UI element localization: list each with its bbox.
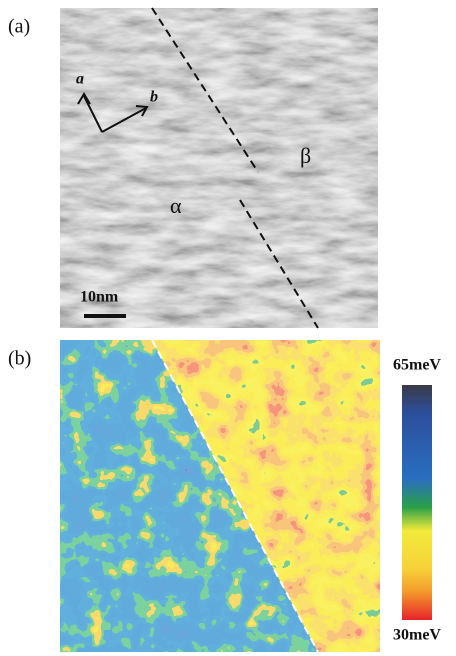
colorbar-max: 65meV <box>393 357 441 374</box>
scale-bar-label: 10nm <box>80 289 119 306</box>
stm-image <box>60 8 378 328</box>
colorbar <box>402 385 432 620</box>
panel-label: (a) <box>8 16 30 38</box>
lattice-axes <box>77 92 149 133</box>
panel-label: (b) <box>8 348 31 370</box>
axis-label: a <box>76 71 84 88</box>
axis-label: b <box>150 89 158 106</box>
domain-label: α <box>170 193 182 218</box>
domain-boundary <box>151 339 319 653</box>
domain-boundary <box>239 199 319 329</box>
domain-boundary <box>151 7 259 173</box>
colorbar-min: 30meV <box>393 627 441 644</box>
domain-label: β <box>300 143 311 168</box>
